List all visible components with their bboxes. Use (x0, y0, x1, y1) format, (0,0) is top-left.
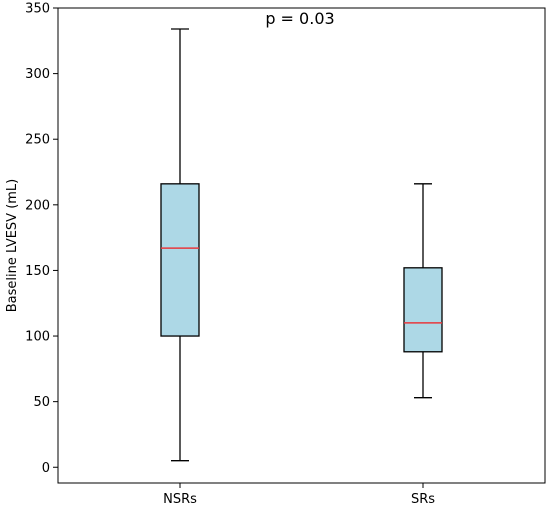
y-tick-label: 350 (25, 2, 50, 17)
y-tick-label: 300 (25, 67, 50, 82)
y-tick-label: 150 (25, 264, 50, 279)
y-tick-label: 50 (33, 395, 50, 410)
x-tick-label: SRs (411, 492, 435, 507)
y-tick-label: 250 (25, 133, 50, 148)
y-tick-label: 200 (25, 198, 50, 213)
x-tick-label: NSRs (163, 492, 197, 507)
y-axis-ticks: 0 50 100 150 200 250 300 350 (25, 2, 58, 476)
x-axis-ticks: NSRs SRs (163, 483, 435, 507)
y-tick-label: 0 (42, 461, 50, 476)
p-value-annotation: p = 0.03 (265, 9, 334, 28)
box-nsrs (160, 28, 200, 462)
boxes-layer (160, 28, 443, 462)
box-srs (403, 183, 443, 399)
iqr-box (160, 183, 200, 337)
y-axis-label: Baseline LVESV (mL) (5, 179, 20, 313)
y-tick-label: 100 (25, 330, 50, 345)
plot-frame (57, 7, 546, 484)
iqr-box (403, 267, 443, 353)
